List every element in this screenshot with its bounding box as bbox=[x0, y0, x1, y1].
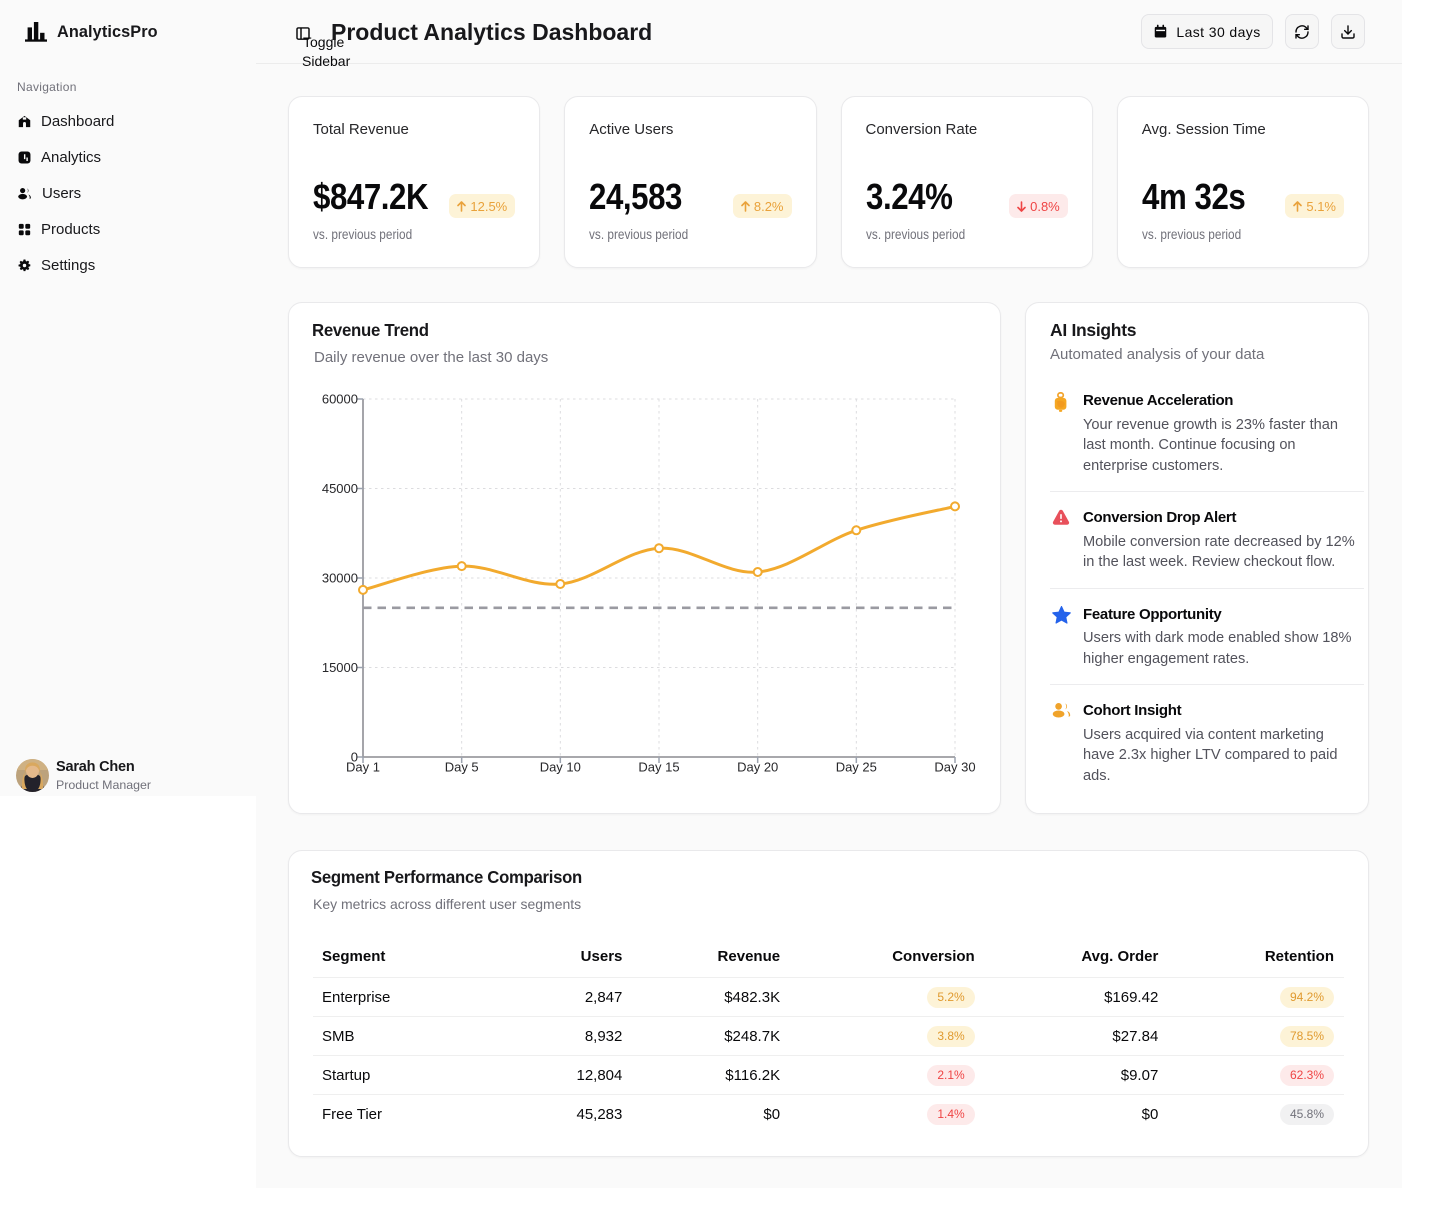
svg-text:30000: 30000 bbox=[322, 571, 358, 586]
svg-text:60000: 60000 bbox=[322, 392, 358, 407]
svg-text:Day 1: Day 1 bbox=[346, 760, 380, 775]
svg-text:15000: 15000 bbox=[322, 660, 358, 675]
svg-text:45000: 45000 bbox=[322, 481, 358, 496]
svg-text:Day 10: Day 10 bbox=[540, 760, 581, 775]
svg-text:Day 5: Day 5 bbox=[445, 760, 479, 775]
svg-text:Day 15: Day 15 bbox=[638, 760, 679, 775]
svg-text:Day 20: Day 20 bbox=[737, 760, 778, 775]
svg-text:0: 0 bbox=[351, 750, 358, 765]
svg-text:Day 30: Day 30 bbox=[934, 760, 975, 775]
svg-text:Day 25: Day 25 bbox=[836, 760, 877, 775]
